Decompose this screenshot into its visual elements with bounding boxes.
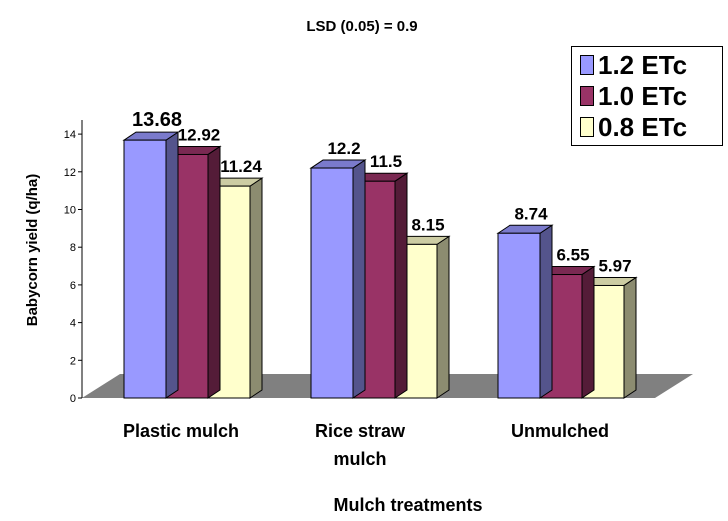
bar-side-face xyxy=(436,235,450,399)
bar-side-face xyxy=(249,177,263,399)
bar-front-face xyxy=(123,139,167,399)
legend-label-1-2-etc: 1.2 ETc xyxy=(598,50,688,80)
y-axis-label: Babycorn yield (q/ha) xyxy=(24,174,41,327)
data-label-1-0-etc-plastic-mulch: 12.92 xyxy=(178,125,221,144)
chart-legend: 1.2 ETc 1.0 ETc 0.8 ETc xyxy=(571,46,723,146)
bar-side-face xyxy=(539,224,553,399)
x-axis-label: Mulch treatments xyxy=(333,495,482,515)
legend-swatch-1-0-etc xyxy=(580,86,594,106)
data-label-0-8-etc-plastic-mulch: 11.24 xyxy=(220,157,262,176)
legend-label-1-0-etc: 1.0 ETc xyxy=(598,81,688,111)
category-label-plastic-mulch: Plastic mulch xyxy=(123,421,239,441)
bar-front-face xyxy=(497,232,541,399)
bar-side-face xyxy=(394,172,408,399)
bar-1-2-etc-plastic-mulch xyxy=(122,131,180,399)
data-label-0-8-etc-unmulched: 5.97 xyxy=(598,256,631,275)
bar-side-face xyxy=(165,131,179,399)
y-tick-label: 8 xyxy=(70,242,76,254)
data-label-1-2-etc-unmulched: 8.74 xyxy=(514,204,548,223)
bar-1-2-etc-unmulched xyxy=(496,224,554,399)
legend-swatch-0-8-etc xyxy=(580,117,594,137)
bar-side-face xyxy=(581,265,595,399)
data-label-1-2-etc-plastic-mulch: 13.68 xyxy=(132,109,182,131)
legend-label-0-8-etc: 0.8 ETc xyxy=(598,112,688,142)
data-label-1-0-etc-rice-straw-mulch: 11.5 xyxy=(370,152,402,171)
category-label-unmulched: Unmulched xyxy=(511,421,609,441)
bar-side-face xyxy=(207,145,221,399)
category-label-rice-straw-mulch: Rice straw xyxy=(315,421,406,441)
category-label-rice-straw-mulch: mulch xyxy=(333,449,386,469)
bar-side-face xyxy=(352,159,366,399)
y-tick-label: 10 xyxy=(64,205,76,217)
y-tick-label: 6 xyxy=(70,280,76,292)
y-tick-label: 12 xyxy=(64,167,76,179)
legend-item-0-8-etc: 0.8 ETc xyxy=(580,113,687,141)
y-tick-label: 0 xyxy=(70,393,76,405)
y-tick-label: 4 xyxy=(70,318,76,330)
y-tick-label: 2 xyxy=(70,355,76,367)
bar-side-face xyxy=(623,276,637,399)
y-tick-label: 14 xyxy=(64,129,76,141)
legend-item-1-0-etc: 1.0 ETc xyxy=(580,82,687,110)
bar-1-2-etc-rice-straw-mulch xyxy=(309,159,367,399)
bar-front-face xyxy=(310,167,354,399)
data-label-1-2-etc-rice-straw-mulch: 12.2 xyxy=(327,139,360,158)
legend-item-1-2-etc: 1.2 ETc xyxy=(580,51,687,79)
legend-swatch-1-2-etc xyxy=(580,55,594,75)
data-label-1-0-etc-unmulched: 6.55 xyxy=(556,246,589,265)
data-label-0-8-etc-rice-straw-mulch: 8.15 xyxy=(411,215,444,234)
chart-title: LSD (0.05) = 0.9 xyxy=(306,18,417,35)
